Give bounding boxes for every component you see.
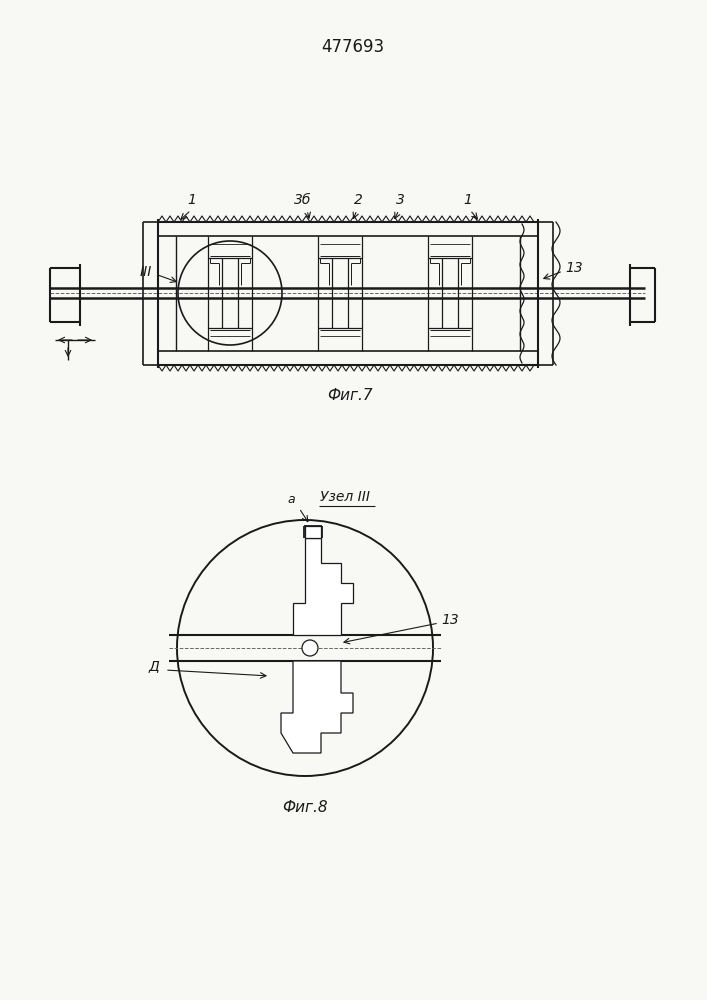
- Circle shape: [302, 640, 318, 656]
- Text: Узел III: Узел III: [320, 490, 370, 504]
- Text: Фиг.7: Фиг.7: [327, 388, 373, 403]
- Text: 3: 3: [395, 193, 404, 207]
- Text: 1: 1: [464, 193, 472, 207]
- Text: 3б: 3б: [294, 193, 312, 207]
- Text: 477693: 477693: [322, 38, 385, 56]
- Text: III: III: [139, 265, 152, 279]
- Text: a: a: [287, 493, 295, 506]
- Polygon shape: [305, 526, 321, 538]
- Text: 13: 13: [441, 613, 459, 627]
- Text: Фиг.8: Фиг.8: [282, 800, 328, 815]
- Text: 1: 1: [187, 193, 197, 207]
- Text: 13: 13: [565, 261, 583, 275]
- Text: 2: 2: [354, 193, 363, 207]
- Text: Д: Д: [148, 659, 159, 673]
- Polygon shape: [293, 538, 353, 635]
- Polygon shape: [281, 661, 353, 753]
